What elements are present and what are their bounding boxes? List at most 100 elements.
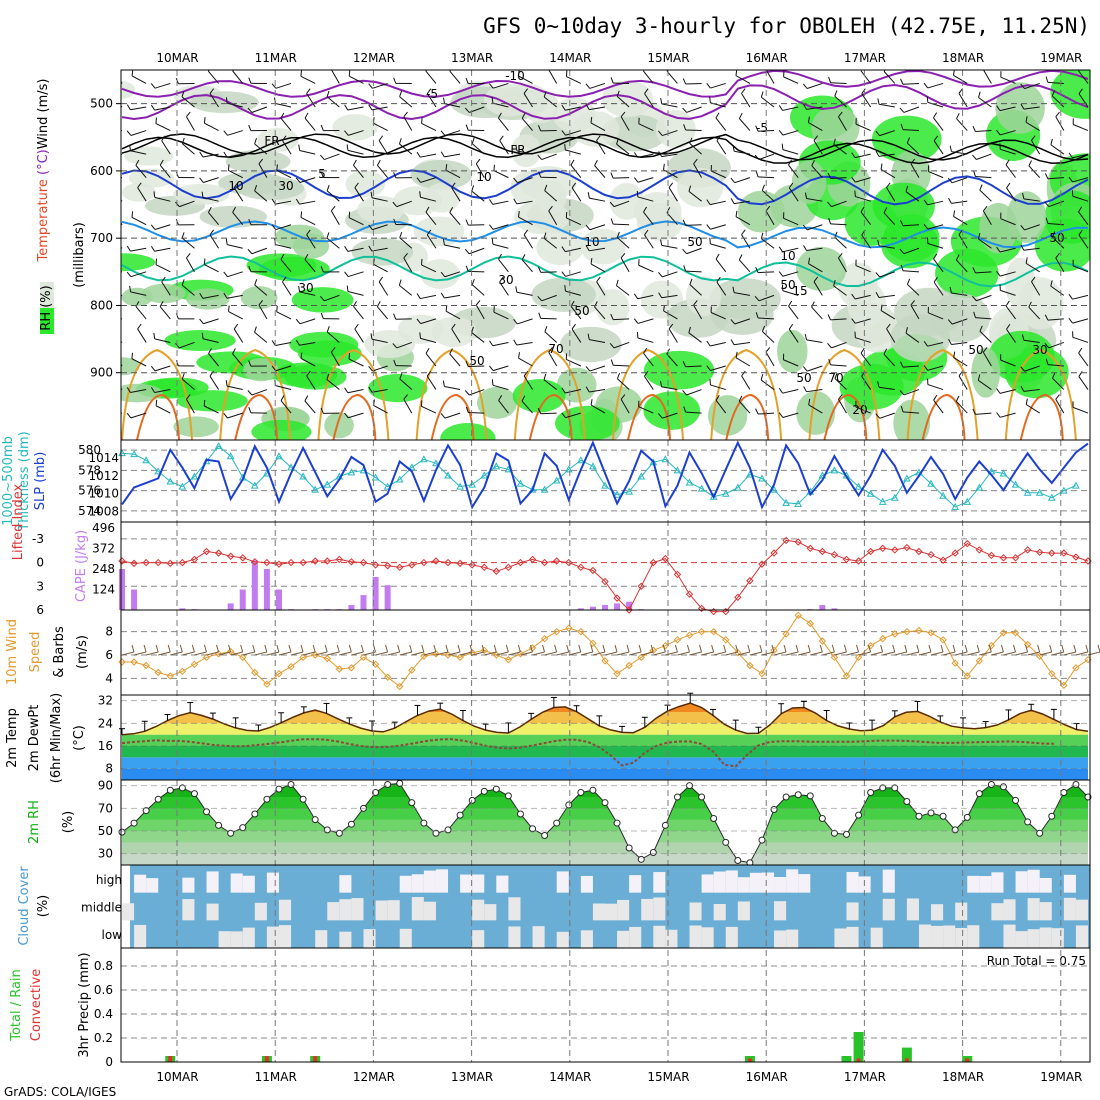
wind-barb xyxy=(565,412,581,419)
wind-speed-point xyxy=(685,631,694,639)
wind-barb xyxy=(688,191,702,202)
wind-speed-point xyxy=(1023,640,1032,649)
wind-barb xyxy=(953,74,968,84)
surface-wind-barb-flag xyxy=(336,644,340,653)
wind-barb-flag xyxy=(1044,314,1049,321)
surface-wind-barb xyxy=(930,651,944,656)
wind-barb-flag xyxy=(155,399,158,406)
rh-point xyxy=(1036,829,1044,837)
surface-wind-barb xyxy=(242,651,255,656)
cloud-block xyxy=(967,925,980,948)
wind-barb xyxy=(782,106,799,111)
wind-barb xyxy=(280,259,292,273)
wind-barb xyxy=(685,224,702,226)
wind-barb-flag xyxy=(663,304,665,311)
thickness-point xyxy=(564,465,573,473)
wind-barb-flag xyxy=(883,70,886,72)
wind-barb xyxy=(860,211,872,226)
wind-barb-flag xyxy=(688,185,692,192)
wind-barb-flag xyxy=(110,91,112,97)
rh-point xyxy=(903,798,911,806)
wind-barb xyxy=(299,318,316,325)
wind-barb-flag xyxy=(833,279,836,286)
cape-bar xyxy=(119,569,125,610)
wind-barb xyxy=(471,284,485,296)
cloud-block xyxy=(580,930,593,948)
wind-barb xyxy=(275,365,292,372)
wind-barb-flag xyxy=(247,390,253,396)
wind-barb-flag xyxy=(802,366,808,372)
rh-point xyxy=(142,807,150,815)
wind-barb xyxy=(999,412,1016,418)
lifted-point xyxy=(214,549,223,557)
wind-barb xyxy=(685,129,702,132)
wind-barb-flag xyxy=(715,394,720,401)
surface-wind-barb-flag xyxy=(831,644,835,653)
surface-wind-barb xyxy=(327,651,340,656)
rh-point xyxy=(154,795,162,803)
surface-wind-barb-flag xyxy=(1025,644,1029,653)
surface-wind-barb xyxy=(1027,651,1040,656)
cloud-block xyxy=(991,903,1004,921)
rh-point xyxy=(843,830,850,838)
wind-barb-flag xyxy=(899,248,905,255)
wind-barb xyxy=(982,70,992,84)
wind-barb xyxy=(444,130,461,136)
wind-barb-flag xyxy=(376,301,381,307)
cloud-block xyxy=(931,904,944,921)
wind-barb xyxy=(620,116,630,131)
surface-wind-barb-flag xyxy=(868,644,872,653)
rh-point xyxy=(529,825,537,833)
wind-barb xyxy=(1050,144,1065,155)
isotherm-warm-loop xyxy=(906,348,979,440)
time-label-bottom: 18MAR xyxy=(942,1070,984,1084)
wind-barb-flag xyxy=(982,205,988,212)
cloud-block xyxy=(230,931,243,948)
wind-barb-flag xyxy=(683,265,687,272)
isotherm-line xyxy=(121,169,1089,206)
wind-speed-point xyxy=(758,669,766,678)
thickness-point xyxy=(492,462,501,470)
wind-barb xyxy=(861,376,872,390)
cloud-block xyxy=(375,900,388,921)
wind-barb xyxy=(444,153,461,158)
wind-barb xyxy=(741,234,751,249)
isotherm-warm-loop xyxy=(219,348,292,440)
wind-barb xyxy=(637,318,654,324)
wind-barb xyxy=(590,404,606,414)
surface-wind-barb-flag xyxy=(1085,644,1089,653)
wind-speed-point xyxy=(263,680,271,688)
wind-barb xyxy=(121,340,123,343)
rh-band xyxy=(122,783,1088,797)
wind-barb xyxy=(933,140,944,155)
wind-barb xyxy=(251,247,268,255)
wind-barb-flag xyxy=(933,276,938,283)
wind-speed-point xyxy=(504,655,513,664)
rh-contour-label: 50 xyxy=(687,235,702,249)
wind-barb xyxy=(951,318,968,325)
rh-point xyxy=(215,821,223,829)
wind-barb-flag xyxy=(1044,201,1050,207)
cloud-block xyxy=(737,901,750,921)
wind-barb-flag xyxy=(741,229,746,235)
wind-speed-point xyxy=(613,669,621,678)
wind-barb xyxy=(855,196,871,202)
wind-barb-flag xyxy=(561,387,566,394)
wind-barb xyxy=(203,177,219,183)
wind-barb-flag xyxy=(1020,366,1025,372)
wind-barb xyxy=(159,164,171,178)
wind-barb-flag xyxy=(181,279,185,286)
wind-barb xyxy=(444,271,461,278)
wind-barb xyxy=(902,365,919,368)
rh-cell xyxy=(357,195,405,224)
wind-barb xyxy=(693,304,703,320)
surface-wind-barb xyxy=(677,651,690,656)
lifted-point xyxy=(299,558,307,567)
wind-barb xyxy=(181,284,195,296)
wind-barb xyxy=(838,116,847,131)
wind-barb xyxy=(209,234,220,249)
rh-point xyxy=(637,855,645,863)
wind-barb xyxy=(280,400,292,414)
wind-barb xyxy=(927,101,944,108)
isotherm-warm-loop xyxy=(612,348,684,440)
